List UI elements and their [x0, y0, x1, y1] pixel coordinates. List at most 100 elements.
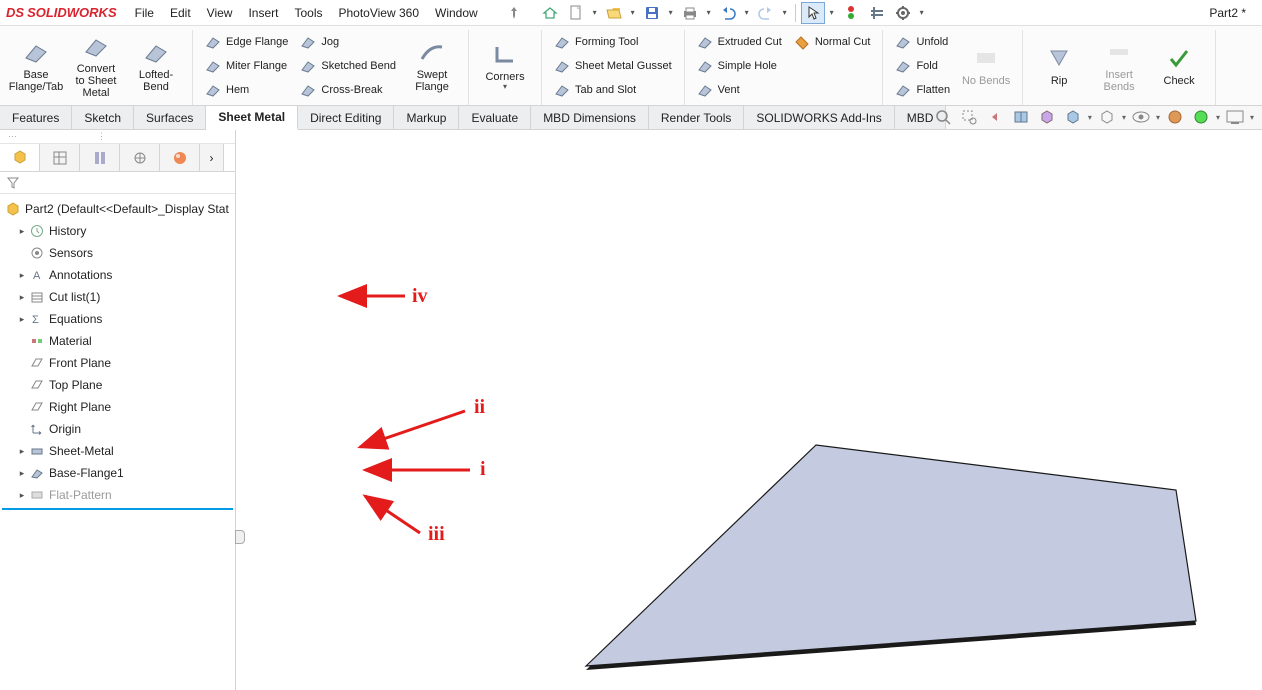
tree-item-flat-pattern[interactable]: ▸Flat-Pattern	[2, 484, 233, 506]
tab-markup[interactable]: Markup	[394, 106, 459, 129]
tab-solidworks-add-ins[interactable]: SOLIDWORKS Add-Ins	[744, 106, 894, 129]
menu-file[interactable]: File	[135, 6, 154, 20]
expand-icon[interactable]: ▸	[16, 292, 28, 303]
normal-cut-button[interactable]: Normal Cut	[788, 30, 877, 54]
traffic-icon[interactable]	[839, 2, 863, 24]
menu-window[interactable]: Window	[435, 6, 478, 20]
tree-item-material-not-specified-[interactable]: Material	[2, 330, 233, 352]
tree-item-annotations[interactable]: ▸AAnnotations	[2, 264, 233, 286]
gusset-button[interactable]: Sheet Metal Gusset	[548, 54, 678, 78]
tree-item-base-flange1[interactable]: ▸Base-Flange1	[2, 462, 233, 484]
save-dropdown[interactable]: ▾	[666, 8, 676, 17]
panel-drag-dots-icon[interactable]: ⋯	[8, 131, 19, 142]
expand-icon[interactable]: ▸	[16, 490, 28, 501]
rip-button[interactable]: Rip	[1029, 30, 1089, 102]
expand-icon[interactable]: ▸	[16, 468, 28, 479]
tree-tab-dimx[interactable]	[120, 144, 160, 171]
print-icon[interactable]	[678, 2, 702, 24]
fold-button[interactable]: Fold	[889, 54, 956, 78]
cross-break-button[interactable]: Cross-Break	[294, 78, 402, 102]
zoom-fit-icon[interactable]	[932, 107, 954, 127]
jog-button[interactable]: Jog	[294, 30, 402, 54]
extruded-cut-button[interactable]: Extruded Cut	[691, 30, 788, 54]
swept-flange-button[interactable]: Swept Flange	[402, 30, 462, 102]
expand-icon[interactable]: ▸	[16, 270, 28, 281]
flatten-button[interactable]: Flatten	[889, 78, 956, 102]
save-icon[interactable]	[640, 2, 664, 24]
section-view-icon[interactable]	[1010, 107, 1032, 127]
viewport[interactable]: iv ii i iii	[236, 130, 1262, 690]
base-flange-button[interactable]: BaseFlange/Tab	[6, 30, 66, 102]
lofted-bend-button[interactable]: Lofted-Bend	[126, 30, 186, 102]
menu-view[interactable]: View	[207, 6, 233, 20]
tree-item-right-plane[interactable]: Right Plane	[2, 396, 233, 418]
menu-tools[interactable]: Tools	[294, 6, 322, 20]
tree-tab-feature[interactable]	[0, 144, 40, 171]
tab-evaluate[interactable]: Evaluate	[459, 106, 531, 129]
menu-edit[interactable]: Edit	[170, 6, 191, 20]
tab-mbd-dimensions[interactable]: MBD Dimensions	[531, 106, 649, 129]
tree-item-cut-list-1-[interactable]: ▸Cut list(1)	[2, 286, 233, 308]
new-dropdown[interactable]: ▾	[590, 8, 600, 17]
tree-tab-property[interactable]	[40, 144, 80, 171]
select-dropdown[interactable]: ▾	[827, 8, 837, 17]
tree-item-equations[interactable]: ▸ΣEquations	[2, 308, 233, 330]
print-dropdown[interactable]: ▾	[704, 8, 714, 17]
display-style-icon[interactable]	[1062, 107, 1084, 127]
tree-item-history[interactable]: ▸History	[2, 220, 233, 242]
tab-slot-button[interactable]: Tab and Slot	[548, 78, 678, 102]
tree-tab-render[interactable]	[160, 144, 200, 171]
tree-item-front-plane[interactable]: Front Plane	[2, 352, 233, 374]
unfold-button[interactable]: Unfold	[889, 30, 956, 54]
new-doc-icon[interactable]	[564, 2, 588, 24]
hide-show-icon[interactable]	[1096, 107, 1118, 127]
edge-flange-button[interactable]: Edge Flange	[199, 30, 294, 54]
scene-icon[interactable]	[1190, 107, 1212, 127]
tab-render-tools[interactable]: Render Tools	[649, 106, 745, 129]
hem-button[interactable]: Hem	[199, 78, 294, 102]
sketched-bend-button[interactable]: Sketched Bend	[294, 54, 402, 78]
zoom-area-icon[interactable]	[958, 107, 980, 127]
miter-flange-button[interactable]: Miter Flange	[199, 54, 294, 78]
convert-button[interactable]: Convertto SheetMetal	[66, 30, 126, 102]
tree-item-origin[interactable]: Origin	[2, 418, 233, 440]
prev-view-icon[interactable]	[984, 107, 1006, 127]
appearance-icon[interactable]	[1164, 107, 1186, 127]
tab-direct-editing[interactable]: Direct Editing	[298, 106, 394, 129]
undo-icon[interactable]	[716, 2, 740, 24]
check-button[interactable]: Check	[1149, 30, 1209, 102]
eye-icon[interactable]	[1130, 107, 1152, 127]
vent-button[interactable]: Vent	[691, 78, 788, 102]
options-icon[interactable]	[891, 2, 915, 24]
tree-filter[interactable]	[0, 172, 235, 194]
expand-icon[interactable]: ▸	[16, 446, 28, 457]
redo-dropdown[interactable]: ▾	[780, 8, 790, 17]
options-dropdown[interactable]: ▾	[917, 8, 927, 17]
open-dropdown[interactable]: ▾	[628, 8, 638, 17]
open-icon[interactable]	[602, 2, 626, 24]
forming-tool-button[interactable]: Forming Tool	[548, 30, 678, 54]
tree-tab-config[interactable]	[80, 144, 120, 171]
tree-tab-more[interactable]: ›	[200, 144, 224, 171]
tab-sheet-metal[interactable]: Sheet Metal	[206, 106, 298, 130]
select-icon[interactable]	[801, 2, 825, 24]
view-orient-icon[interactable]	[1036, 107, 1058, 127]
menu-insert[interactable]: Insert	[248, 6, 278, 20]
tab-features[interactable]: Features	[0, 106, 72, 129]
expand-icon[interactable]: ▸	[16, 226, 28, 237]
expand-icon[interactable]: ▸	[16, 314, 28, 325]
undo-dropdown[interactable]: ▾	[742, 8, 752, 17]
tree-item-sheet-metal[interactable]: ▸Sheet-Metal	[2, 440, 233, 462]
corners-button[interactable]: Corners ▾	[475, 30, 535, 102]
tab-sketch[interactable]: Sketch	[72, 106, 134, 129]
tab-surfaces[interactable]: Surfaces	[134, 106, 206, 129]
tree-item-sensors[interactable]: Sensors	[2, 242, 233, 264]
simple-hole-button[interactable]: Simple Hole	[691, 54, 788, 78]
viewport-icon[interactable]	[1224, 107, 1246, 127]
pin-icon[interactable]	[502, 2, 526, 24]
rebuild-icon[interactable]	[865, 2, 889, 24]
menu-photoview-360[interactable]: PhotoView 360	[338, 6, 419, 20]
tree-root[interactable]: Part2 (Default<<Default>_Display Stat	[2, 198, 233, 220]
tree-item-top-plane[interactable]: Top Plane	[2, 374, 233, 396]
home-icon[interactable]	[538, 2, 562, 24]
